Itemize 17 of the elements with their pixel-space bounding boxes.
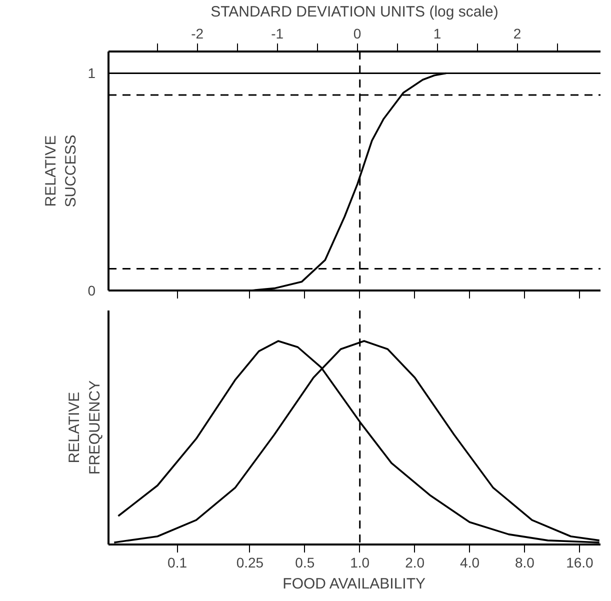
x-tick-label: 16.0: [566, 554, 594, 570]
x-tick-label: 8.0: [515, 554, 535, 570]
x-tick-label: 0.1: [168, 554, 188, 570]
x2-tick-label: 2: [513, 26, 522, 42]
x-tick-label: 0.5: [295, 554, 315, 570]
x2-axis-title: STANDARD DEVIATION UNITS (log scale): [210, 4, 498, 20]
x2-tick-label: -2: [191, 26, 204, 42]
y-axis-title: RELATIVE SUCCESS: [42, 134, 80, 208]
x2-tick-label: -1: [271, 26, 284, 42]
x2-tick-label: 1: [433, 26, 442, 42]
x-tick-label: 0.25: [236, 554, 264, 570]
x-tick-label: 4.0: [460, 554, 480, 570]
x-axis-title: FOOD AVAILABILITY: [282, 576, 426, 592]
x-tick-label: 1.0: [350, 554, 370, 570]
x-tick-label: 2.0: [405, 554, 425, 570]
y-axis-title: RELATIVE FREQUENCY: [66, 380, 104, 475]
x2-tick-label: 0: [353, 26, 362, 42]
